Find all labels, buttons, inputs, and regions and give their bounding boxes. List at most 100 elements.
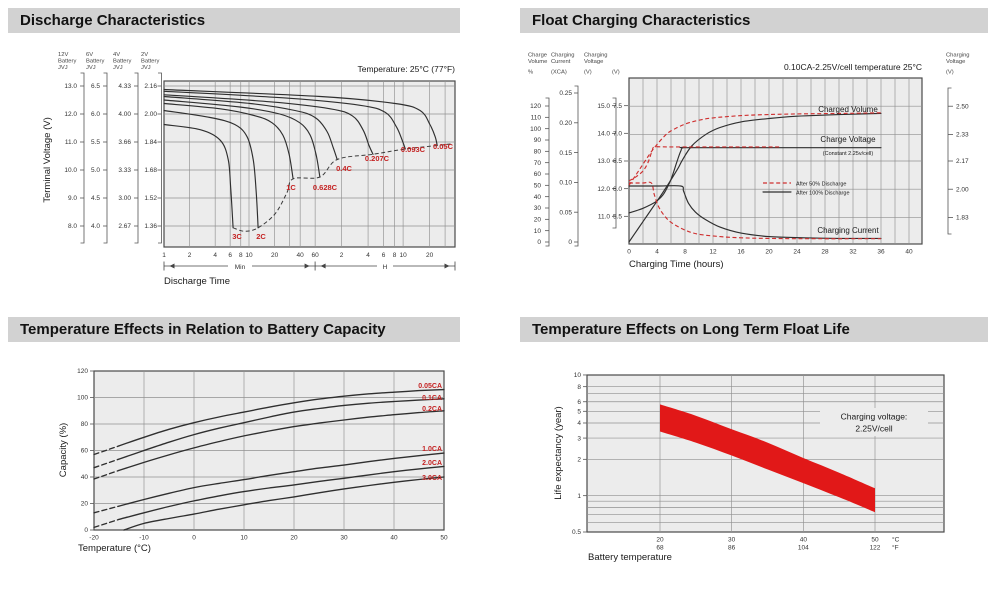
scale-tick-label: 80 [534, 149, 542, 156]
scale-header: Battery [58, 59, 76, 65]
discharge-curve [163, 99, 321, 178]
scale-tick-label: 5.5 [613, 214, 622, 221]
scale-bracket [103, 72, 108, 244]
curve-rate-label: 0.1CA [422, 395, 442, 402]
y-tick-label: 40 [81, 474, 89, 481]
caption-charging-current: Charging Current [817, 226, 879, 235]
scale-tick-label: 10.0 [64, 167, 77, 174]
x-tick-label: 10 [240, 535, 248, 542]
temperature-note: Temperature: 25°C (77°F) [357, 64, 455, 74]
x-tick-label-f: 104 [798, 545, 809, 552]
x-tick-label: 2 [188, 252, 192, 259]
capacity-curve [118, 465, 445, 521]
x-tick-label: 6 [228, 252, 232, 259]
caption-charged-volume: Charged Volume [818, 105, 878, 114]
scale-tick-label: 1.52 [144, 195, 157, 202]
y-axis-title: Life expectancy (year) [553, 406, 564, 499]
x-tick-label: 12 [709, 249, 717, 256]
range-arrowhead [320, 263, 326, 269]
scale-tick-label: 0 [568, 239, 572, 246]
scale-bracket [545, 97, 550, 247]
scale-tick-label: 2.67 [118, 223, 131, 230]
scale-bracket [574, 85, 579, 247]
scale-tick-label: 90 [534, 137, 542, 144]
life-band [660, 404, 875, 513]
y-tick-label: 80 [81, 421, 89, 428]
scale-tick-label: 14.0 [597, 131, 610, 138]
scale-header: (V) [946, 70, 954, 76]
scale-header: Current [551, 59, 571, 65]
x-tick-label-c: 20 [656, 537, 664, 544]
scale-tick-label: 8.0 [68, 223, 77, 230]
y-tick-label: 6 [577, 399, 581, 406]
scale-header: Volume [528, 59, 547, 65]
scale-tick-label: 2.16 [144, 83, 157, 90]
scale-header: (V) [612, 70, 620, 76]
x-tick-label: -10 [139, 535, 149, 542]
x-tick-label: 36 [877, 249, 885, 256]
x-tick-label: 32 [849, 249, 857, 256]
scale-tick-label: 6.5 [613, 158, 622, 165]
capacity-curve [118, 388, 445, 447]
capacity-curve-dashed [93, 469, 120, 480]
y-tick-label: 100 [77, 395, 88, 402]
discharge-curve [163, 88, 438, 147]
discharge-curve [163, 102, 294, 180]
x-tick-label: 8 [239, 252, 243, 259]
scale-tick-label: 6.5 [91, 83, 100, 90]
x-tick-label: 4 [366, 252, 370, 259]
curve-rate-label: 3C [232, 232, 242, 241]
x-tick-label: 20 [290, 535, 298, 542]
scale-tick-label: 4.5 [91, 195, 100, 202]
curve-rate-label: 0.05C [433, 142, 454, 151]
capacity-curve-dashed [93, 458, 120, 469]
scale-tick-label: 5.0 [91, 167, 100, 174]
scale-tick-label: 3.00 [118, 195, 131, 202]
x-tick-label: 28 [821, 249, 829, 256]
scale-bracket [158, 72, 162, 244]
capacity-curve [118, 410, 445, 472]
x-tick-label: 30 [340, 535, 348, 542]
scale-header: % [528, 70, 533, 76]
scale-tick-label: 0.20 [559, 120, 572, 127]
curve-rate-label: 0.628C [313, 183, 338, 192]
scale-header: 4V [113, 52, 120, 58]
capacity-curve-dashed [93, 505, 120, 514]
scale-bracket [80, 72, 85, 244]
scale-tick-label: 2.33 [956, 132, 969, 139]
x-tick-label: 40 [390, 535, 398, 542]
scale-tick-label: 6.0 [91, 111, 100, 118]
range-arrowhead [304, 263, 310, 269]
curve-rate-label: 3.0CA [422, 475, 442, 482]
section-title-float-life: Temperature Effects on Long Term Float L… [520, 317, 988, 342]
x-axis-title: Battery temperature [588, 552, 672, 563]
condition-note: 0.10CA-2.25V/cell temperature 25°C [784, 62, 922, 72]
scale-tick-label: 60 [534, 171, 542, 178]
x-axis-title: Discharge Time [164, 276, 230, 287]
scale-tick-label: 15.0 [597, 103, 610, 110]
x-tick-label-c: 30 [728, 537, 736, 544]
scale-header: JVJ [86, 65, 96, 71]
scale-tick-label: 13.0 [64, 83, 77, 90]
scale-header: Voltage [946, 59, 965, 65]
scale-tick-label: 100 [530, 126, 541, 133]
scale-tick-label: 20 [534, 217, 542, 224]
range-label-h: H [383, 264, 388, 271]
scale-tick-label: 2.00 [956, 186, 969, 193]
caption-charge-voltage: Charge Voltage [820, 135, 876, 144]
curve-rate-label: 0.4C [336, 164, 352, 173]
x-tick-label-f: 122 [870, 545, 881, 552]
scale-tick-label: 11.0 [598, 214, 611, 221]
scale-header: 2V [141, 52, 148, 58]
section-title-temp-capacity: Temperature Effects in Relation to Batte… [8, 317, 460, 342]
x-tick-label: 6 [382, 252, 386, 259]
x-tick-label-f: 86 [728, 545, 736, 552]
y-tick-label: 0.5 [572, 529, 581, 536]
discharge-curve [163, 123, 234, 229]
y-tick-label: 0 [84, 527, 88, 534]
scale-tick-label: 4.33 [118, 83, 131, 90]
x-unit-fahrenheit: °F [892, 544, 899, 552]
x-tick-label: 0 [192, 535, 196, 542]
scale-tick-label: 2.17 [956, 158, 969, 165]
